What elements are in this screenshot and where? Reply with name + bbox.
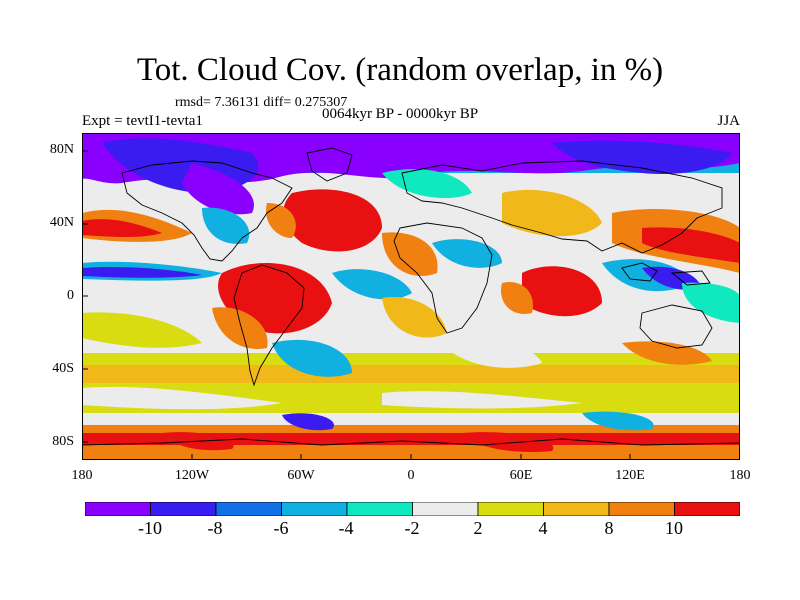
season-label: JJA <box>717 113 740 129</box>
africa-north-positive <box>382 232 438 277</box>
na-west-negative <box>202 207 250 244</box>
x-tick-180-right: 180 <box>729 468 751 483</box>
x-tick-0: 0 <box>407 468 415 483</box>
asia-mid-positive <box>502 189 602 237</box>
colorbar-segment-3 <box>281 502 348 516</box>
map-title: Tot. Cloud Cov. (random overlap, in %) <box>136 52 664 88</box>
s-atlantic-negative <box>272 339 352 377</box>
colorbar-segment-5 <box>412 502 479 516</box>
y-tick-40n: 40N <box>49 215 74 230</box>
s-indian-neutral <box>442 339 542 368</box>
africa-outline <box>393 222 493 334</box>
sahel-negative <box>432 239 502 268</box>
npacific-red <box>82 219 162 237</box>
colorbar-segment-0 <box>85 502 151 516</box>
x-tick-180-left: 180 <box>71 468 93 483</box>
colorbar-segment-2 <box>215 502 282 516</box>
map-ticks <box>82 150 631 460</box>
y-tick-0: 0 <box>67 288 74 303</box>
antarctica-outline <box>82 438 740 446</box>
so-negative-2 <box>582 411 654 431</box>
natlantic-orange <box>266 203 296 238</box>
colorbar-segment-8 <box>608 502 675 516</box>
wpacific-red <box>642 227 740 263</box>
antarctic-red-2 <box>462 432 554 453</box>
colorbar-segment-6 <box>477 502 544 516</box>
europe-negative <box>382 169 472 199</box>
x-tick-120w: 120W <box>174 468 210 483</box>
rmsd-diff-subtitle: rmsd= 7.36131 diff= 0.275307 <box>175 95 348 110</box>
tropical-pacific-strong-neg <box>82 266 202 278</box>
southern-orange-band <box>82 365 740 383</box>
period-label: 0064kyr BP - 0000kyr BP <box>321 106 479 122</box>
colorbar-label-0: -10 <box>138 518 162 538</box>
colorbar-label-7: 8 <box>604 518 614 538</box>
colorbar-segment-7 <box>543 502 610 516</box>
colorbar-segment-9 <box>674 502 740 516</box>
so-neutral-1 <box>82 386 282 410</box>
eq-atlantic-negative <box>332 269 412 300</box>
y-tick-80n: 80N <box>49 142 74 157</box>
north-america-outline <box>121 160 293 262</box>
sw-pacific-negative <box>682 282 740 323</box>
natlantic-red <box>283 189 382 252</box>
s-america-orange <box>212 307 268 349</box>
s-atlantic-positive <box>382 297 447 338</box>
colorbar-label-2: -6 <box>273 518 289 538</box>
experiment-label: Expt = tevtI1-tevta1 <box>82 113 203 129</box>
x-tick-60w: 60W <box>287 468 315 483</box>
y-tick-40s: 40S <box>52 361 74 376</box>
se-pacific-yellow <box>82 312 202 348</box>
colorbar-label-6: 4 <box>538 518 548 538</box>
y-tick-80s: 80S <box>52 434 74 449</box>
colorbar-segment-1 <box>150 502 217 516</box>
colorbar-label-3: -4 <box>338 518 354 538</box>
x-tick-60e: 60E <box>509 468 533 483</box>
colorbar-segment-4 <box>346 502 413 516</box>
colorbar-label-5: 2 <box>473 518 483 538</box>
colorbar-label-4: -2 <box>404 518 420 538</box>
borneo-outline <box>621 262 658 282</box>
coastlines <box>82 147 740 446</box>
antarctic-red-band <box>82 433 740 445</box>
indian-ocean-orange <box>501 282 533 314</box>
eurasia-outline <box>401 160 723 254</box>
colorbar-label-1: -8 <box>207 518 223 538</box>
south-america-outline <box>233 264 305 387</box>
australia-south-positive <box>622 341 712 365</box>
cloud-cover-map <box>82 133 740 460</box>
canada-negative <box>182 163 254 215</box>
siberia-negative <box>552 140 732 175</box>
x-tick-120e: 120E <box>615 468 645 483</box>
new-guinea-outline <box>670 270 711 286</box>
greenland-outline <box>306 147 353 182</box>
so-negative-1 <box>282 413 334 431</box>
colorbar <box>85 502 740 516</box>
indian-ocean-red <box>522 266 602 317</box>
so-neutral-2 <box>382 391 582 409</box>
colorbar-label-8: 10 <box>665 518 683 538</box>
australia-outline <box>639 304 713 349</box>
